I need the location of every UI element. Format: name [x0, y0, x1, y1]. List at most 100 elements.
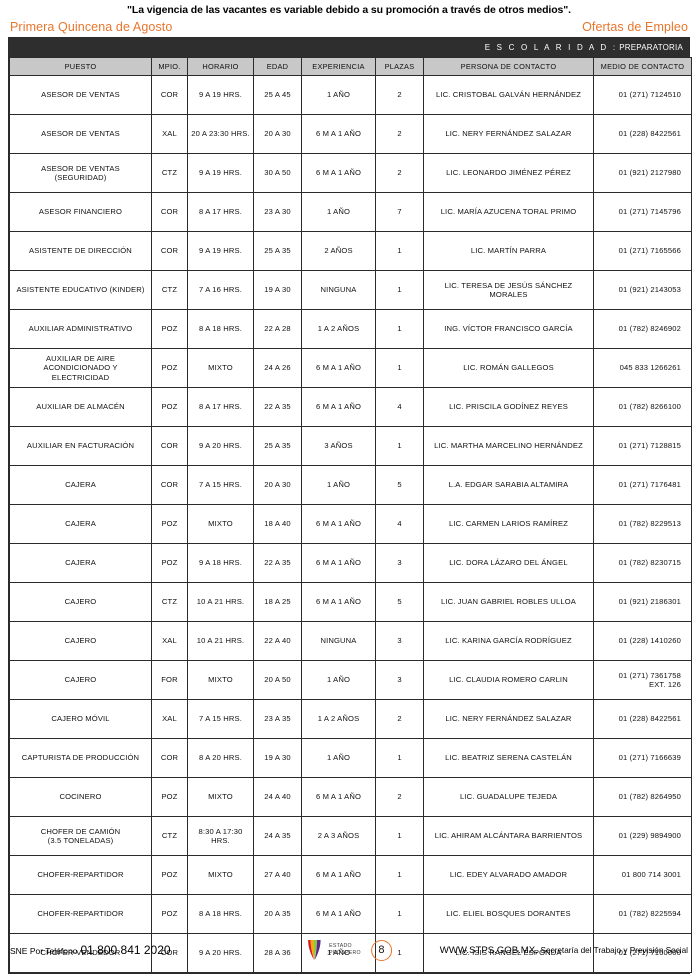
cell-horario: MIXTO — [187, 504, 254, 544]
cell-mpio: XAL — [151, 114, 188, 154]
stps-block: WWW.STPS.GOB.MX, Secretaría del Trabajo … — [440, 945, 688, 956]
cell-horario: 10 A 21 HRS. — [187, 582, 254, 622]
table-row: CAJERO CTZ 10 A 21 HRS. 18 A 25 6 M A 1 AÑO 5… — [9, 582, 692, 622]
cell-medio: 01 (782) 8266100 — [593, 387, 692, 427]
cell-medio: 01 (782) 8230715 — [593, 543, 692, 583]
cell-puesto: CAJERO MÓVIL — [9, 699, 152, 739]
cell-experiencia: 2 A 3 AÑOS — [301, 816, 376, 856]
table-row: CAPTURISTA DE PRODUCCIÓN COR 8 A 20 HRS. 19… — [9, 738, 692, 778]
cell-medio: 01 (782) 8229513 — [593, 504, 692, 544]
cell-persona: LIC. TERESA DE JESÚS SÁNCHEZ MORALES — [423, 270, 594, 310]
cell-medio: 01 (271) 7124510 — [593, 75, 692, 115]
cell-experiencia: 1 AÑO — [301, 738, 376, 778]
cell-edad: 22 A 40 — [253, 621, 302, 661]
table-row: AUXILIAR DE ALMACÉN POZ 8 A 17 HRS. 22 A 35… — [9, 387, 692, 427]
cell-mpio: CTZ — [151, 816, 188, 856]
page-quote: "La vigencia de las vacantes es variable… — [127, 4, 571, 16]
cell-experiencia: 1 A 2 AÑOS — [301, 699, 376, 739]
cell-mpio: POZ — [151, 777, 188, 817]
cell-horario: MIXTO — [187, 660, 254, 700]
cell-persona: ING. VÍCTOR FRANCISCO GARCÍA — [423, 309, 594, 349]
cell-persona: LIC. LEONARDO JIMÉNEZ PÉREZ — [423, 153, 594, 193]
cell-mpio: CTZ — [151, 153, 188, 193]
cell-horario: MIXTO — [187, 777, 254, 817]
cell-puesto: CHOFER-VENDEDOR — [9, 933, 152, 973]
cell-horario: 10 A 21 HRS. — [187, 621, 254, 661]
cell-experiencia: 1 AÑO — [301, 660, 376, 700]
cell-puesto: CAJERO — [9, 660, 152, 700]
cell-puesto: CAJERA — [9, 465, 152, 505]
table-header-row: PUESTO MPIO. HORARIO EDAD EXPERIENCIA PL… — [9, 57, 692, 76]
cell-experiencia: 6 M A 1 AÑO — [301, 855, 376, 895]
cell-puesto: CAJERO — [9, 621, 152, 661]
cell-persona: LIC. MARTÍN PARRA — [423, 231, 594, 271]
cell-experiencia: 6 M A 1 AÑO — [301, 543, 376, 583]
cell-puesto: CHOFER-REPARTIDOR — [9, 855, 152, 895]
cell-puesto: AUXILIAR EN FACTURACIÓN — [9, 426, 152, 466]
cell-experiencia: 6 M A 1 AÑO — [301, 153, 376, 193]
cell-experiencia: 6 M A 1 AÑO — [301, 504, 376, 544]
column-header-horario: HORARIO — [187, 57, 254, 76]
estado-prospero-logo-text: ESTADO PRÓSPERO — [329, 943, 361, 957]
table-row: CHOFER DE CAMIÓN (3.5 TONELADAS) CTZ 8:30 A… — [9, 816, 692, 856]
cell-mpio: XAL — [151, 699, 188, 739]
cell-plazas: 1 — [375, 738, 424, 778]
cell-edad: 22 A 28 — [253, 309, 302, 349]
cell-medio: 01 (228) 1410260 — [593, 621, 692, 661]
column-header-persona: PERSONA DE CONTACTO — [423, 57, 594, 76]
cell-mpio: COR — [151, 192, 188, 232]
estado-prospero-flame-icon — [308, 940, 321, 960]
cell-edad: 24 A 35 — [253, 816, 302, 856]
cell-horario: 8 A 18 HRS. — [187, 894, 254, 934]
cell-medio: 01 (271) 7145796 — [593, 192, 692, 232]
cell-persona: LIC. NERY FERNÁNDEZ SALAZAR — [423, 699, 594, 739]
cell-experiencia: 6 M A 1 AÑO — [301, 114, 376, 154]
cell-medio: 01 (782) 8225594 — [593, 894, 692, 934]
column-header-plazas: PLAZAS — [375, 57, 424, 76]
cell-horario: 8:30 A 17:30 HRS. — [187, 816, 254, 856]
cell-persona: LIC. NERY FERNÁNDEZ SALAZAR — [423, 114, 594, 154]
cell-edad: 20 A 30 — [253, 114, 302, 154]
cell-medio: 01 (271) 7165566 — [593, 231, 692, 271]
cell-plazas: 7 — [375, 192, 424, 232]
cell-plazas: 1 — [375, 894, 424, 934]
logo-line-1: ESTADO — [329, 942, 352, 949]
cell-horario: 8 A 20 HRS. — [187, 738, 254, 778]
cell-experiencia: 6 M A 1 AÑO — [301, 582, 376, 622]
cell-persona: LIC. GUADALUPE TEJEDA — [423, 777, 594, 817]
cell-edad: 23 A 35 — [253, 699, 302, 739]
escolaridad-label: E S C O L A R I D A D : — [484, 43, 618, 52]
table-row: AUXILIAR ADMINISTRATIVO POZ 8 A 18 HRS. 22 … — [9, 309, 692, 349]
cell-experiencia: NINGUNA — [301, 270, 376, 310]
cell-plazas: 5 — [375, 465, 424, 505]
cell-horario: 8 A 18 HRS. — [187, 309, 254, 349]
cell-plazas: 2 — [375, 153, 424, 193]
cell-plazas: 1 — [375, 426, 424, 466]
cell-puesto: CAJERA — [9, 504, 152, 544]
cell-horario: 9 A 18 HRS. — [187, 543, 254, 583]
cell-mpio: CTZ — [151, 582, 188, 622]
cell-plazas: 1 — [375, 309, 424, 349]
cell-medio: 01 (921) 2186301 — [593, 582, 692, 622]
cell-medio: 01 (782) 8264950 — [593, 777, 692, 817]
table-row: CAJERA COR 7 A 15 HRS. 20 A 30 1 AÑO 5 L.A. ED… — [9, 465, 692, 505]
column-header-edad: EDAD — [253, 57, 302, 76]
cell-edad: 18 A 40 — [253, 504, 302, 544]
table-row: ASESOR DE VENTAS COR 9 A 19 HRS. 25 A 45 1 A… — [9, 75, 692, 115]
sub-header: Primera Quincena de Agosto Ofertas de Em… — [8, 16, 690, 36]
cell-puesto: AUXILIAR DE ALMACÉN — [9, 387, 152, 427]
column-header-experiencia: EXPERIENCIA — [301, 57, 376, 76]
cell-puesto: CAJERO — [9, 582, 152, 622]
cell-horario: MIXTO — [187, 855, 254, 895]
cell-edad: 28 A 36 — [253, 933, 302, 973]
jobs-table: PUESTO MPIO. HORARIO EDAD EXPERIENCIA PL… — [9, 57, 692, 973]
stps-institution: Secretaría del Trabajo y Previsión Socia… — [540, 945, 688, 955]
cell-puesto: ASESOR DE VENTAS — [9, 75, 152, 115]
cell-experiencia: 1 A 2 AÑOS — [301, 309, 376, 349]
cell-puesto: COCINERO — [9, 777, 152, 817]
period-label: Primera Quincena de Agosto — [10, 20, 173, 34]
escolaridad-value: PREPARATORIA — [619, 43, 683, 52]
cell-edad: 19 A 30 — [253, 270, 302, 310]
cell-experiencia: 6 M A 1 AÑO — [301, 348, 376, 388]
